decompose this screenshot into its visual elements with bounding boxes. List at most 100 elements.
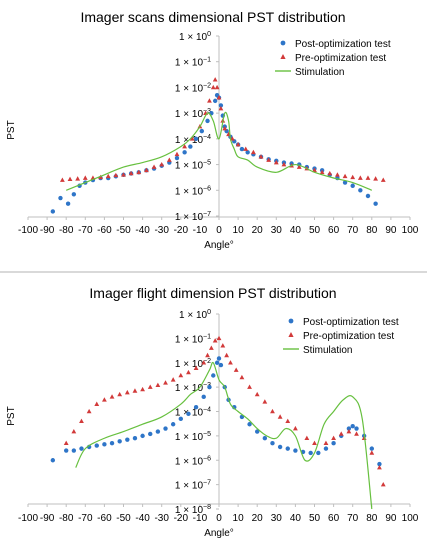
legend-swatch: [288, 318, 294, 324]
x-tick-label: 50: [309, 225, 321, 236]
data-point: [210, 84, 216, 90]
data-point: [357, 175, 363, 180]
data-point: [102, 442, 107, 447]
data-point: [365, 175, 371, 180]
data-point: [94, 443, 99, 448]
x-axis-title: Angle°: [204, 528, 234, 539]
data-point: [369, 446, 374, 451]
data-point: [369, 450, 375, 455]
data-point: [140, 386, 145, 392]
data-point: [201, 394, 206, 400]
data-point: [144, 167, 149, 173]
y-tick-exponent: −1: [203, 57, 211, 64]
data-point: [380, 177, 386, 182]
data-point: [222, 126, 228, 131]
data-point: [277, 444, 283, 450]
data-point: [346, 426, 352, 431]
data-point: [224, 352, 230, 358]
y-tick-exponent: −8: [203, 504, 211, 511]
y-tick-exponent: −4: [203, 407, 211, 414]
x-tick-label: -60: [97, 513, 112, 524]
x-tick-label: -10: [193, 225, 208, 236]
data-point: [155, 429, 161, 434]
data-point: [342, 180, 348, 185]
y-tick-exponent: −5: [203, 431, 211, 438]
data-point: [71, 192, 77, 197]
data-point: [207, 98, 212, 103]
legend-label: Post-optimization test: [303, 317, 399, 328]
data-point: [124, 389, 130, 395]
data-point: [50, 209, 56, 214]
x-tick-label: 90: [385, 225, 397, 236]
data-point: [151, 164, 157, 169]
data-point: [79, 418, 84, 423]
series-line: [65, 111, 373, 191]
data-point: [186, 369, 191, 375]
x-tick-label: 60: [328, 513, 340, 524]
data-point: [377, 461, 382, 467]
x-tick-label: -70: [78, 513, 93, 524]
y-tick-base: 1 × 10: [175, 456, 204, 467]
x-tick-label: 100: [402, 225, 419, 236]
data-point: [166, 157, 172, 162]
y-tick-exponent: −1: [203, 333, 211, 340]
data-point: [71, 448, 77, 453]
y-tick-base: 1 × 10: [175, 505, 204, 516]
y-tick-label: 1 × 10−7: [175, 480, 211, 492]
data-point: [316, 450, 321, 456]
y-tick-exponent: −6: [203, 455, 211, 462]
data-point: [140, 433, 145, 439]
x-tick-label: 40: [290, 513, 302, 524]
y-tick-exponent: −6: [203, 185, 211, 192]
data-point: [109, 394, 115, 399]
data-point: [358, 188, 363, 193]
y-tick-label: 1 × 10−5: [175, 160, 211, 172]
y-tick-base: 1 × 10: [179, 310, 208, 321]
data-point: [327, 170, 333, 176]
data-point: [350, 183, 355, 188]
data-point: [205, 118, 210, 124]
data-point: [281, 161, 287, 167]
x-tick-label: -50: [116, 225, 131, 236]
data-point: [270, 441, 275, 446]
legend-label: Pre-optimization test: [295, 53, 386, 64]
data-point: [304, 435, 310, 441]
y-tick-base: 1 × 10: [175, 432, 204, 443]
data-point: [262, 436, 268, 441]
data-point: [255, 429, 260, 434]
data-point: [186, 411, 191, 417]
data-point: [296, 164, 302, 169]
data-point: [277, 414, 283, 419]
x-tick-label: 80: [366, 225, 378, 236]
x-tick-label: -50: [116, 513, 131, 524]
data-point: [136, 169, 142, 175]
data-point: [335, 172, 340, 177]
data-point: [148, 431, 153, 437]
data-point: [285, 446, 290, 451]
data-point: [250, 149, 256, 155]
data-point: [247, 384, 252, 389]
x-tick-label: 40: [290, 225, 302, 236]
x-tick-label: -80: [59, 513, 74, 524]
data-point: [373, 176, 379, 181]
x-tick-label: 100: [402, 513, 419, 524]
data-point: [63, 440, 69, 446]
data-point: [113, 172, 119, 178]
data-point: [71, 428, 77, 434]
y-tick-exponent: −7: [203, 211, 211, 218]
data-point: [220, 343, 226, 348]
data-point: [350, 423, 355, 429]
data-point: [174, 155, 180, 161]
x-tick-label: 80: [366, 513, 378, 524]
chart-title: Imager flight dimension PST distribution: [89, 285, 336, 301]
y-tick-label: 1 × 10−6: [175, 455, 211, 467]
data-point: [216, 356, 222, 361]
data-point: [94, 401, 100, 406]
data-point: [193, 365, 199, 370]
data-point: [82, 175, 88, 180]
y-tick-base: 1 × 10: [175, 481, 204, 492]
y-tick-base: 1 × 10: [179, 32, 208, 43]
y-tick-base: 1 × 10: [175, 212, 204, 223]
data-point: [373, 201, 378, 206]
data-point: [216, 95, 222, 100]
